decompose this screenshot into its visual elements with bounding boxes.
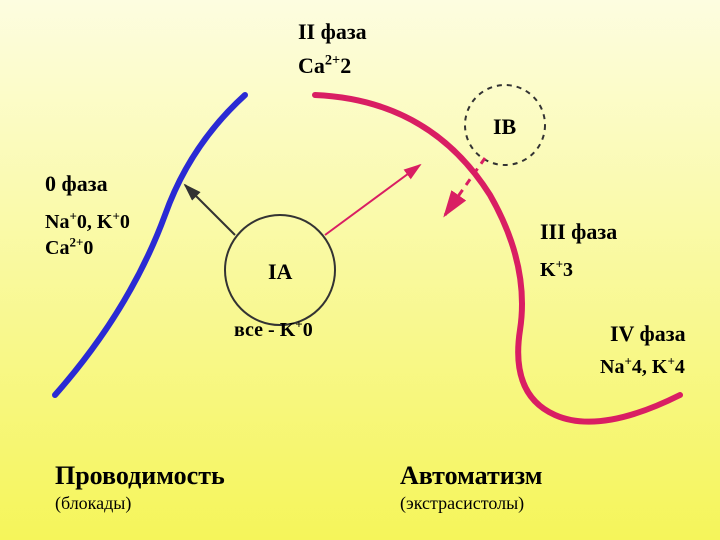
- arrow-ia-to-blue: [185, 185, 235, 235]
- automatism-sub: (экстрасистолы): [400, 492, 524, 515]
- phase3-ion: K+3: [540, 258, 573, 283]
- phase0-ion-line2: Ca2+0: [45, 236, 93, 261]
- ia-label: IA: [268, 258, 292, 286]
- ib-label: IB: [493, 113, 516, 141]
- arrow-ia-to-red: [325, 165, 420, 235]
- phase4-ion: Na+4, K+4: [600, 355, 685, 380]
- automatism-title: Автоматизм: [400, 460, 543, 493]
- arrow-ib-to-red: [445, 158, 485, 215]
- conductivity-title: Проводимость: [55, 460, 225, 493]
- diagram-svg: [0, 0, 720, 540]
- phase0-title: 0 фаза: [45, 170, 108, 198]
- conductivity-sub: (блокады): [55, 492, 131, 515]
- phase2-ion: Ca2+2: [298, 52, 351, 80]
- phase0-ion-line1: Na+0, K+0: [45, 210, 130, 235]
- phase4-title: IV фаза: [610, 320, 686, 348]
- phase3-title: III фаза: [540, 218, 617, 246]
- phase2-title: II фаза: [298, 18, 367, 46]
- all-k-label: все - K+0: [234, 318, 313, 343]
